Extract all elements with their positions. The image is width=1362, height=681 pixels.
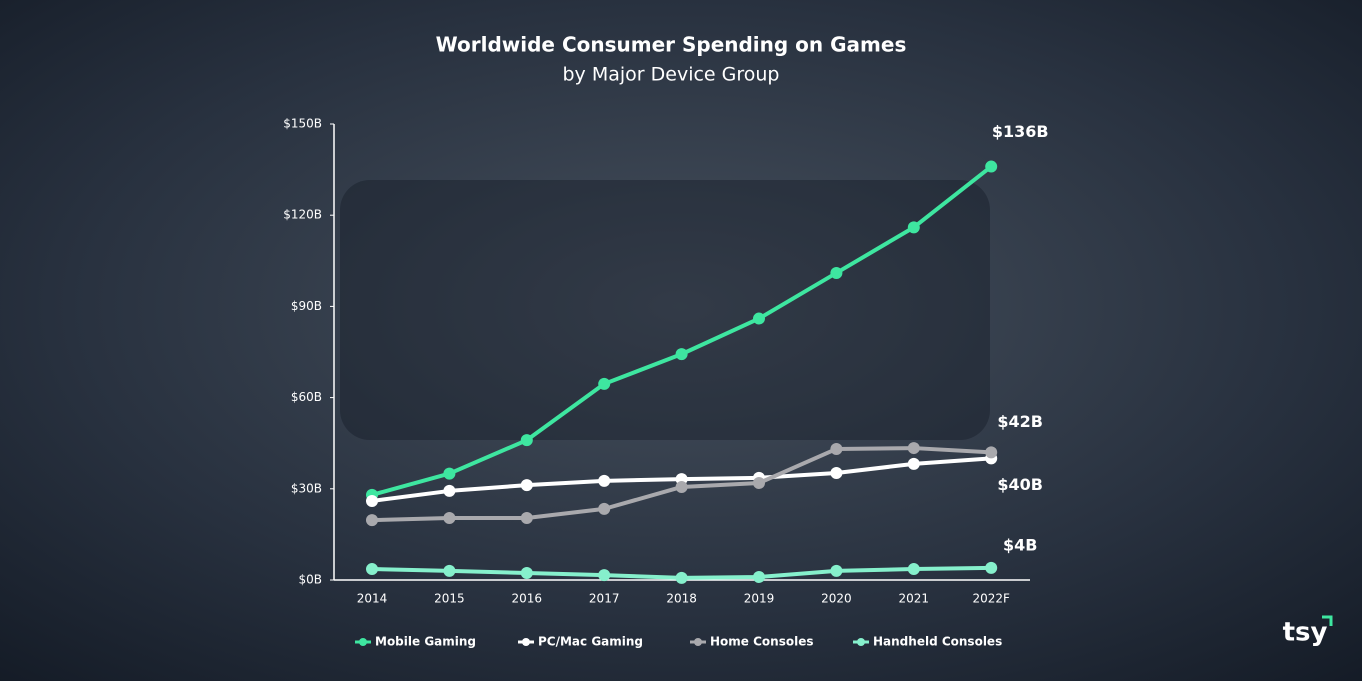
x-tick-label: 2014 xyxy=(357,592,388,606)
legend-marker xyxy=(857,638,865,646)
data-point xyxy=(598,569,611,582)
logo-accent xyxy=(1322,615,1333,626)
data-point xyxy=(753,312,765,325)
value-label: $4B xyxy=(1003,535,1037,554)
data-point xyxy=(830,564,843,577)
background-shape xyxy=(340,180,990,440)
x-tick-label: 2021 xyxy=(899,592,930,606)
y-tick-label: $120B xyxy=(283,208,322,222)
data-point xyxy=(598,502,611,515)
data-point xyxy=(366,494,378,507)
data-point xyxy=(598,474,611,487)
data-point xyxy=(366,563,378,576)
legend-label: Handheld Consoles xyxy=(873,635,1002,649)
data-point xyxy=(830,266,843,279)
value-label: $42B xyxy=(997,412,1043,431)
x-tick-label: 2020 xyxy=(821,592,852,606)
y-tick-label: $0B xyxy=(298,573,322,587)
data-point xyxy=(520,567,533,580)
y-tick-label: $150B xyxy=(283,117,322,131)
data-point xyxy=(675,571,688,584)
data-point xyxy=(520,511,533,524)
data-point xyxy=(443,511,456,524)
data-point xyxy=(675,348,688,361)
legend-marker xyxy=(522,638,530,646)
data-point xyxy=(675,480,688,493)
legend-label: Mobile Gaming xyxy=(375,635,476,649)
data-point xyxy=(366,514,378,527)
data-point xyxy=(520,479,533,492)
data-point xyxy=(907,563,920,576)
x-tick-label: 2019 xyxy=(744,592,775,606)
legend-label: Home Consoles xyxy=(710,635,813,649)
data-point xyxy=(443,484,456,497)
x-tick-label: 2016 xyxy=(512,592,543,606)
data-point xyxy=(907,457,920,470)
data-point xyxy=(907,221,920,234)
data-point xyxy=(985,446,998,459)
data-point xyxy=(830,442,843,455)
logo: tsy xyxy=(1283,618,1328,648)
data-point xyxy=(985,160,998,173)
data-point xyxy=(753,477,765,490)
data-point xyxy=(985,561,998,574)
x-tick-label: 2015 xyxy=(434,592,465,606)
y-tick-label: $30B xyxy=(291,481,322,495)
data-point xyxy=(907,442,920,455)
y-tick-label: $60B xyxy=(291,390,322,404)
x-tick-label: 2017 xyxy=(589,592,620,606)
data-point xyxy=(830,466,843,479)
legend-marker xyxy=(359,638,367,646)
legend-label: PC/Mac Gaming xyxy=(538,635,643,649)
value-label: $136B xyxy=(992,122,1049,141)
y-tick-label: $90B xyxy=(291,299,322,313)
data-point xyxy=(753,570,765,583)
data-point xyxy=(443,467,456,480)
data-point xyxy=(443,564,456,577)
x-tick-label: 2018 xyxy=(666,592,697,606)
chart-title: Worldwide Consumer Spending on Games xyxy=(436,33,907,57)
x-tick-label: 2022F xyxy=(972,592,1010,606)
data-point xyxy=(520,434,533,447)
data-point xyxy=(598,377,611,390)
chart-subtitle: by Major Device Group xyxy=(563,64,780,86)
value-label: $40B xyxy=(997,475,1043,494)
legend-marker xyxy=(694,638,702,646)
